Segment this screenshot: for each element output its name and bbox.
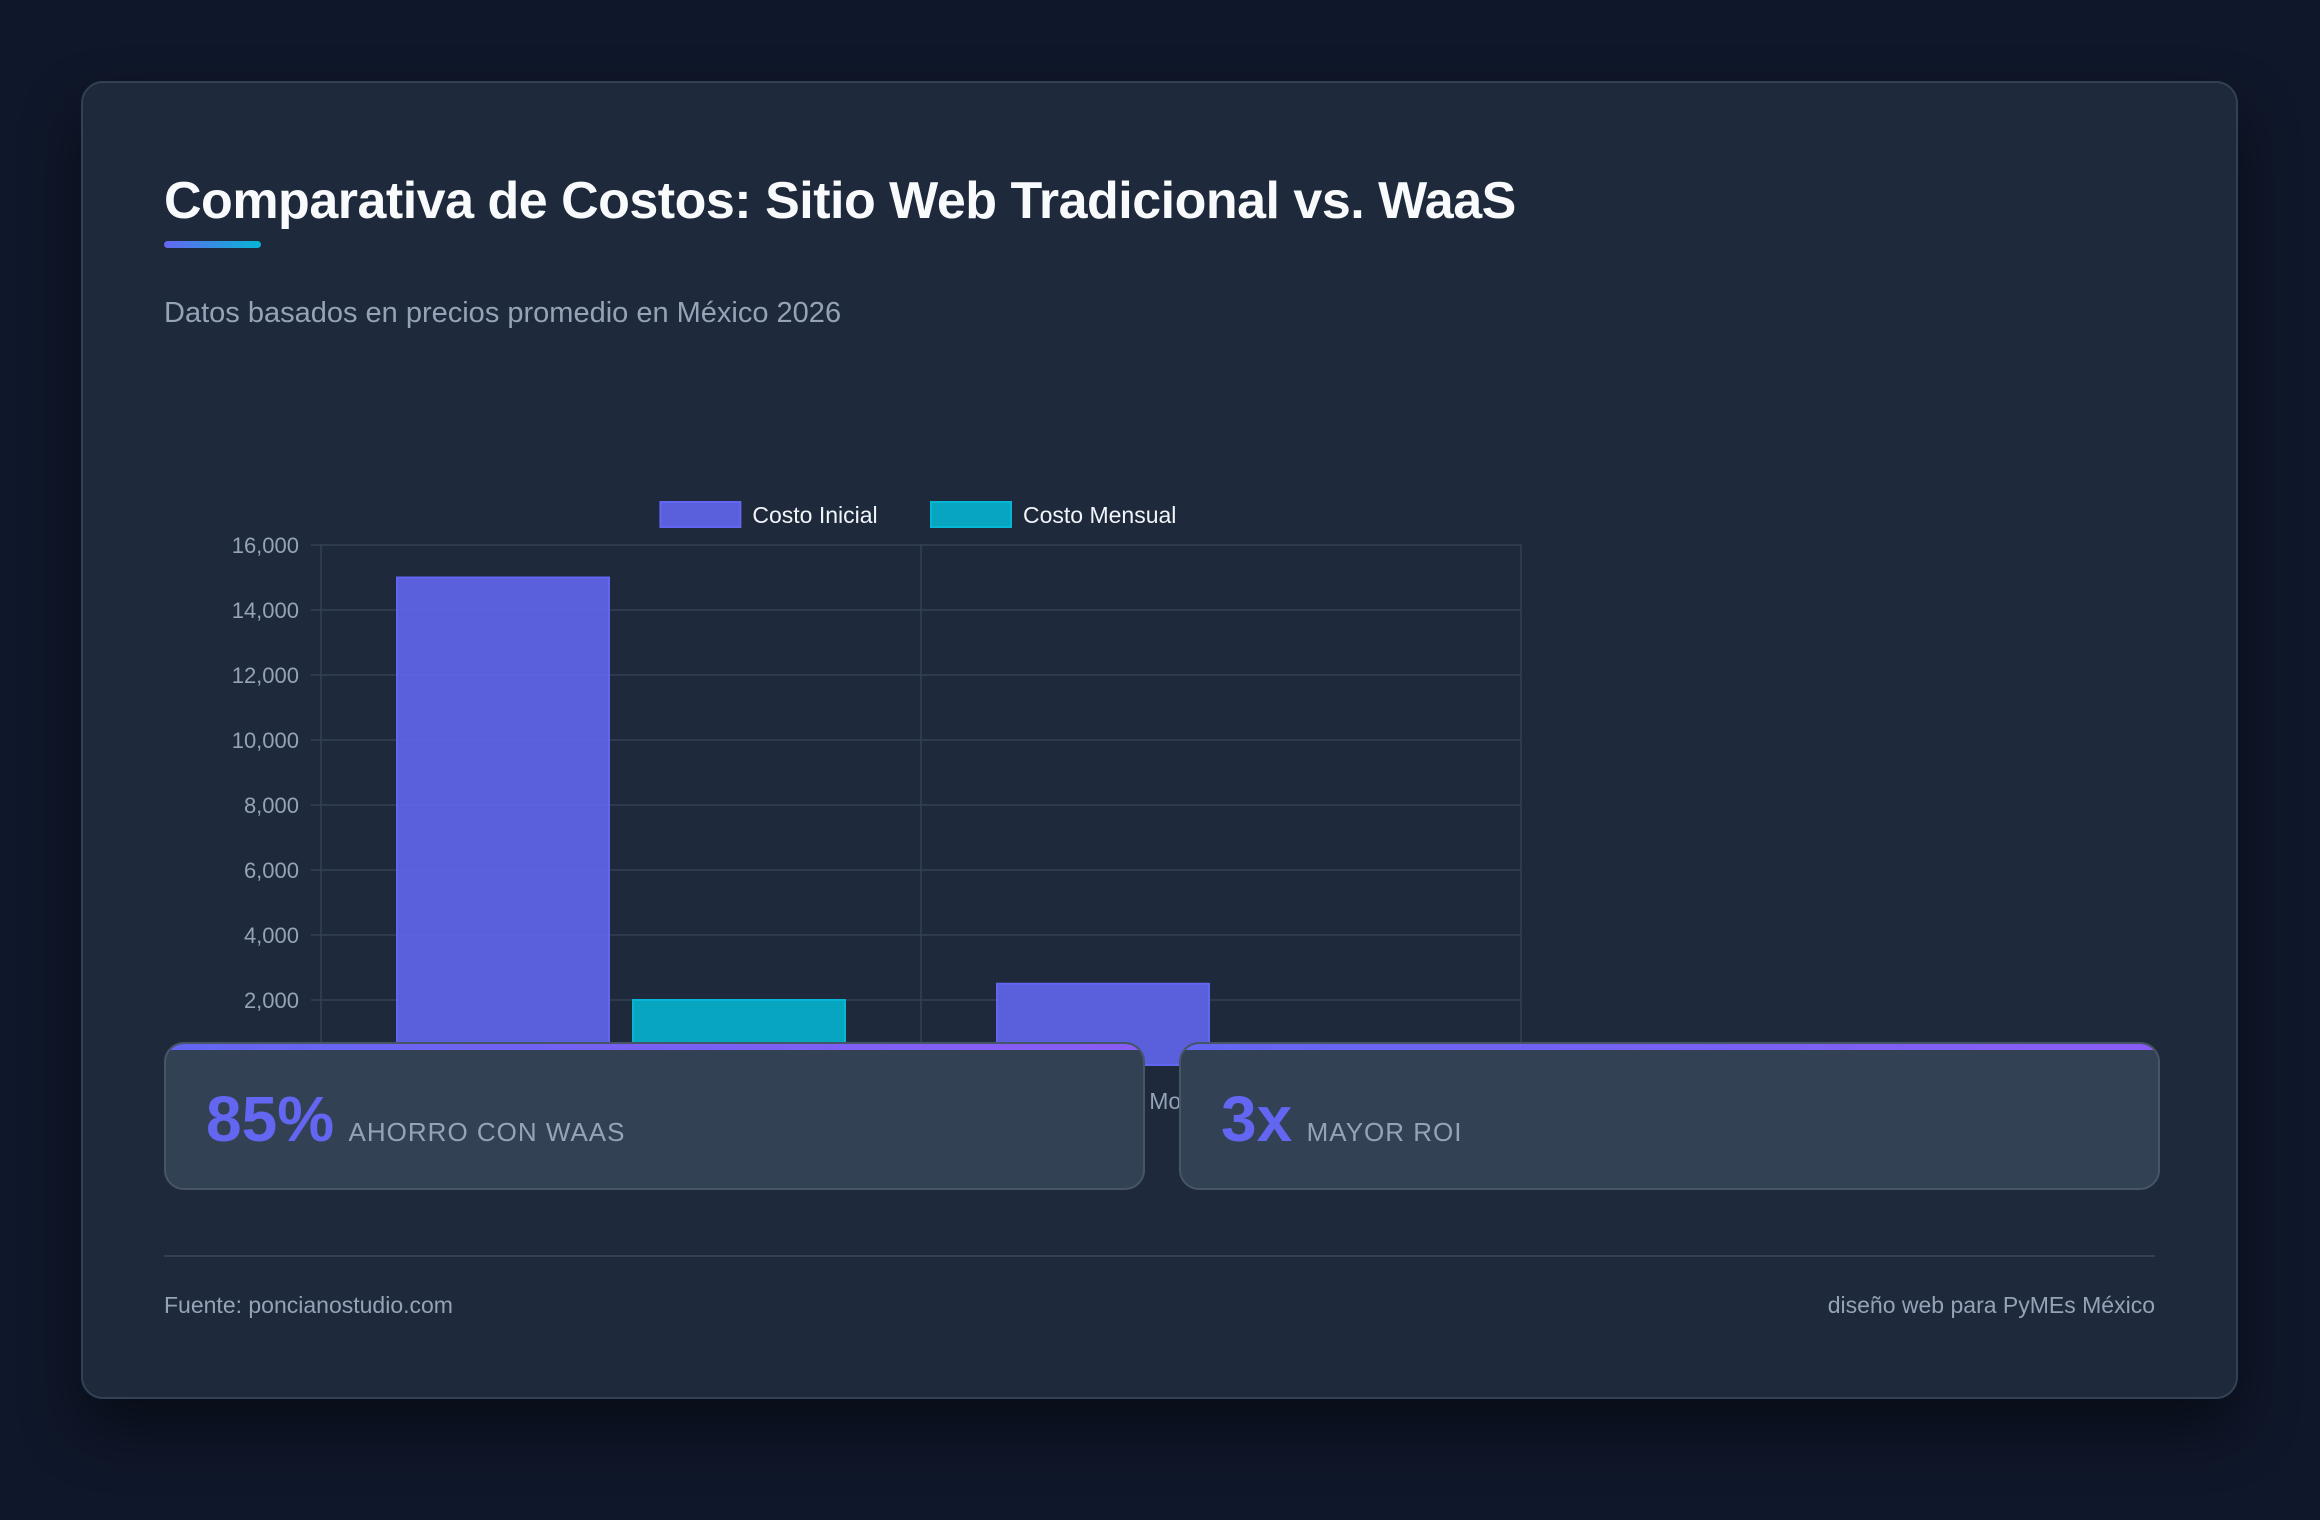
- legend-label: Costo Mensual: [1023, 502, 1176, 528]
- stat-accent-bar: [1181, 1044, 2158, 1050]
- stat-accent-bar: [166, 1044, 1143, 1050]
- bar-chart: Costo Inicial Costo Mensual 16,00014,0001…: [232, 501, 1522, 1114]
- title-underline: [164, 241, 261, 248]
- footer-source: Fuente: poncianostudio.com: [164, 1292, 453, 1318]
- legend-label: Costo Inicial: [752, 502, 877, 528]
- chart-card: Comparativa de Costos: Sitio Web Tradici…: [81, 81, 2238, 1399]
- y-tick-label: 6,000: [244, 858, 299, 883]
- y-tick-label: 2,000: [244, 988, 299, 1013]
- y-axis: 16,000 14,000 12,000 10,000 8,000 6,000 4,000 2…: [232, 533, 299, 1078]
- bar: [396, 576, 610, 1066]
- footer-divider: [164, 1255, 2155, 1257]
- y-tick-label: 4,000: [244, 923, 299, 948]
- stat-value: 85%: [206, 1083, 335, 1155]
- page-title: Comparativa de Costos: Sitio Web Tradici…: [164, 172, 1516, 230]
- legend-swatch: [659, 501, 742, 528]
- y-tick-label: 8,000: [244, 793, 299, 818]
- y-tick-label: 16,000: [232, 533, 299, 558]
- stat-label: Mayor ROI: [1306, 1117, 1463, 1147]
- legend-swatch: [930, 501, 1012, 528]
- stat-card-savings: 85% Ahorro con WaaS: [164, 1042, 1145, 1190]
- page-subtitle: Datos basados en precios promedio en Méx…: [164, 297, 842, 329]
- y-tick-label: 12,000: [232, 663, 299, 688]
- stat-label: Ahorro con WaaS: [348, 1117, 626, 1147]
- y-tick-label: 14,000: [232, 598, 299, 623]
- chart-legend: Costo Inicial Costo Mensual: [659, 501, 1176, 528]
- footer-tagline: diseño web para PyMEs México: [1827, 1292, 2155, 1318]
- y-tick-label: 10,000: [232, 728, 299, 753]
- stat-card-roi: 3x Mayor ROI: [1179, 1042, 2160, 1190]
- stat-value: 3x: [1221, 1083, 1293, 1155]
